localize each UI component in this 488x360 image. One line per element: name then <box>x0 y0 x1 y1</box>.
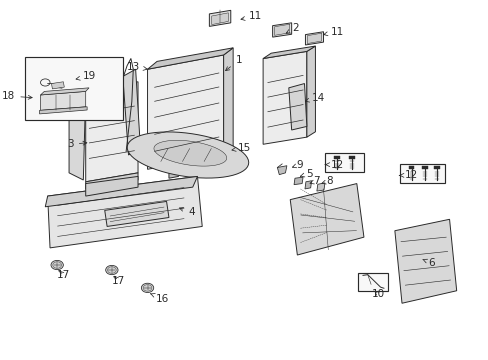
Polygon shape <box>154 140 226 166</box>
Text: 17: 17 <box>57 270 70 280</box>
Polygon shape <box>274 24 289 35</box>
Polygon shape <box>41 88 89 95</box>
Bar <box>358 273 387 291</box>
Polygon shape <box>272 23 291 37</box>
Polygon shape <box>51 82 64 89</box>
Text: 9: 9 <box>292 159 303 170</box>
Polygon shape <box>41 91 85 111</box>
Bar <box>333 156 339 158</box>
Text: 18: 18 <box>2 91 32 101</box>
Polygon shape <box>69 91 85 180</box>
Text: 7: 7 <box>309 176 320 186</box>
Text: 15: 15 <box>231 143 251 153</box>
Polygon shape <box>147 48 233 69</box>
Polygon shape <box>288 84 306 130</box>
Text: 1: 1 <box>225 55 242 71</box>
Bar <box>348 156 354 158</box>
Polygon shape <box>122 69 140 155</box>
Polygon shape <box>211 13 228 24</box>
Polygon shape <box>306 46 315 137</box>
Text: 13: 13 <box>127 62 147 72</box>
Circle shape <box>141 283 153 293</box>
Polygon shape <box>40 107 87 114</box>
Polygon shape <box>127 132 248 178</box>
Polygon shape <box>85 82 138 182</box>
Polygon shape <box>307 33 321 44</box>
Polygon shape <box>168 167 178 178</box>
Text: 8: 8 <box>321 176 332 186</box>
Text: 12: 12 <box>399 170 417 180</box>
Text: 10: 10 <box>371 289 385 299</box>
Text: 5: 5 <box>300 168 312 179</box>
Polygon shape <box>290 184 363 255</box>
Circle shape <box>105 265 118 275</box>
Polygon shape <box>263 51 306 144</box>
Circle shape <box>51 260 63 270</box>
Text: 14: 14 <box>305 93 324 103</box>
Polygon shape <box>223 48 233 155</box>
Bar <box>421 166 427 169</box>
Polygon shape <box>85 176 138 196</box>
Polygon shape <box>293 177 303 185</box>
Polygon shape <box>305 181 311 189</box>
Polygon shape <box>394 219 456 303</box>
Bar <box>325 153 363 172</box>
Polygon shape <box>85 173 138 189</box>
Polygon shape <box>45 176 197 207</box>
Text: 4: 4 <box>179 207 194 217</box>
Bar <box>408 166 413 169</box>
Polygon shape <box>147 55 223 169</box>
Polygon shape <box>209 10 230 26</box>
Text: 16: 16 <box>150 293 169 303</box>
Text: 3: 3 <box>67 139 87 149</box>
Polygon shape <box>47 176 202 248</box>
Bar <box>25 58 122 120</box>
Polygon shape <box>263 46 315 59</box>
Polygon shape <box>316 183 325 191</box>
Text: 19: 19 <box>76 71 96 81</box>
Text: 11: 11 <box>323 27 343 37</box>
Polygon shape <box>305 32 323 45</box>
Text: 2: 2 <box>285 23 299 33</box>
Text: 17: 17 <box>112 276 125 286</box>
Text: 6: 6 <box>422 258 434 268</box>
Text: 11: 11 <box>241 12 262 21</box>
Text: 12: 12 <box>325 159 343 170</box>
Polygon shape <box>277 166 286 175</box>
Bar <box>399 164 444 183</box>
Polygon shape <box>104 202 168 226</box>
Bar <box>433 166 439 169</box>
